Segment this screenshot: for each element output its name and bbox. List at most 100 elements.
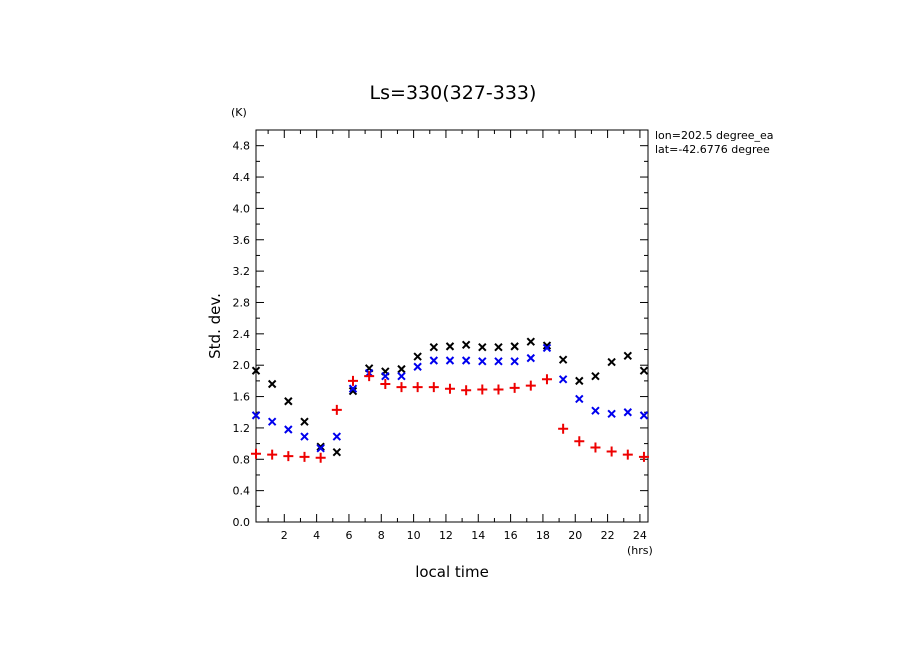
data-point-series-2: [510, 357, 519, 366]
y-tick-label: 2.0: [233, 359, 251, 372]
data-point-series-3: [251, 448, 261, 459]
data-point-series-3: [622, 449, 633, 460]
data-point-series-1: [316, 442, 325, 451]
x-tick-label: 14: [471, 529, 485, 542]
annotation-lon: lon=202.5 degree_ea: [655, 129, 774, 142]
x-tick-label: 6: [345, 529, 352, 542]
x-tick-label: 20: [568, 529, 582, 542]
data-point-series-1: [510, 342, 519, 351]
data-markers: [251, 337, 649, 463]
x-tick-label: 2: [281, 529, 288, 542]
data-point-series-2: [494, 357, 503, 366]
x-tick-label: 22: [601, 529, 615, 542]
data-point-series-1: [300, 417, 309, 426]
data-point-series-1: [267, 379, 277, 389]
chart-title: Ls=330(327-333): [370, 82, 537, 104]
data-point-series-3: [525, 380, 536, 391]
data-point-series-2: [348, 384, 358, 393]
data-point-series-2: [381, 371, 390, 381]
data-point-series-2: [526, 353, 536, 363]
data-point-series-2: [591, 406, 600, 415]
y-tick-label: 2.8: [233, 296, 251, 309]
data-point-series-1: [429, 342, 439, 352]
data-point-series-1: [591, 371, 600, 381]
data-point-series-2: [461, 356, 471, 365]
x-tick-label: 8: [378, 529, 385, 542]
data-point-series-1: [494, 342, 503, 352]
y-tick-label: 1.2: [233, 422, 251, 435]
x-tick-label: 12: [439, 529, 453, 542]
data-point-series-1: [461, 340, 471, 350]
plot-axes: 2 4 6 8 10 12 14 16 18 20 22 240.00.40.81.21.62.02.…: [233, 129, 649, 542]
data-point-series-1: [607, 357, 616, 367]
data-point-series-2: [413, 362, 422, 371]
data-point-series-2: [639, 411, 649, 420]
y-tick-label: 0.0: [233, 516, 251, 529]
plot-frame: [255, 129, 649, 523]
data-point-series-2: [397, 371, 406, 381]
data-point-series-3: [444, 383, 455, 394]
data-point-series-3: [267, 449, 278, 460]
data-point-series-3: [412, 382, 423, 393]
data-point-series-3: [590, 442, 601, 453]
y-tick-label: 4.0: [233, 202, 251, 215]
data-point-series-3: [315, 452, 326, 463]
data-point-series-2: [623, 408, 633, 417]
data-point-series-2: [607, 409, 616, 419]
data-point-series-1: [348, 386, 358, 396]
data-point-series-3: [396, 382, 407, 393]
y-unit-label: (K): [231, 106, 247, 119]
data-point-series-3: [461, 385, 472, 396]
data-point-series-2: [332, 432, 342, 441]
data-point-series-1: [413, 352, 422, 361]
data-point-series-1: [397, 364, 406, 374]
y-tick-label: 4.8: [233, 140, 251, 153]
data-point-series-3: [283, 451, 294, 462]
y-tick-label: 1.6: [233, 391, 251, 404]
data-point-series-3: [477, 384, 488, 395]
data-point-series-1: [251, 366, 261, 375]
data-point-series-1: [558, 355, 568, 364]
data-point-series-1: [478, 342, 487, 352]
data-point-series-1: [284, 397, 293, 406]
x-tick-label: 10: [407, 529, 421, 542]
data-point-series-1: [575, 376, 584, 386]
y-tick-label: 2.4: [233, 328, 251, 341]
data-point-series-1: [623, 351, 633, 360]
x-tick-label: 24: [633, 529, 647, 542]
y-tick-label: 4.4: [233, 171, 251, 184]
x-tick-label: 4: [313, 529, 320, 542]
data-point-series-2: [316, 444, 325, 453]
data-point-series-3: [558, 423, 569, 434]
data-point-series-1: [332, 448, 342, 457]
data-point-series-3: [331, 404, 342, 415]
data-point-series-1: [639, 366, 649, 375]
y-tick-label: 0.8: [233, 453, 251, 466]
data-point-series-1: [542, 341, 552, 350]
data-point-series-3: [299, 451, 310, 462]
data-point-series-2: [251, 411, 261, 420]
data-point-series-2: [429, 356, 439, 365]
x-axis-label: local time: [415, 563, 489, 581]
y-tick-label: 3.6: [233, 234, 251, 247]
y-tick-label: 3.2: [233, 265, 251, 278]
data-point-series-3: [493, 384, 504, 395]
data-point-series-3: [347, 375, 358, 386]
data-point-series-2: [445, 356, 455, 365]
data-point-series-1: [445, 342, 455, 351]
x-tick-label: 16: [504, 529, 518, 542]
data-point-series-2: [300, 432, 309, 441]
y-axis-label: Std. dev.: [206, 293, 224, 359]
data-point-series-3: [541, 374, 552, 385]
data-point-series-3: [380, 379, 391, 390]
x-tick-label: 18: [536, 529, 550, 542]
y-tick-label: 0.4: [233, 485, 251, 498]
data-point-series-2: [542, 343, 552, 353]
data-point-series-3: [428, 382, 439, 393]
data-point-series-1: [526, 337, 536, 346]
annotation-lat: lat=-42.6776 degree: [655, 143, 770, 156]
data-point-series-3: [509, 382, 520, 393]
x-unit-label: (hrs): [627, 544, 653, 557]
data-point-series-2: [575, 394, 584, 404]
